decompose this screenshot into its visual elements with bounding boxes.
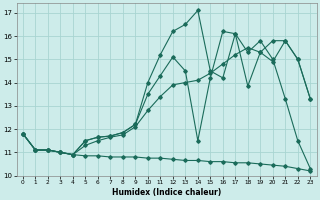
X-axis label: Humidex (Indice chaleur): Humidex (Indice chaleur) (112, 188, 221, 197)
